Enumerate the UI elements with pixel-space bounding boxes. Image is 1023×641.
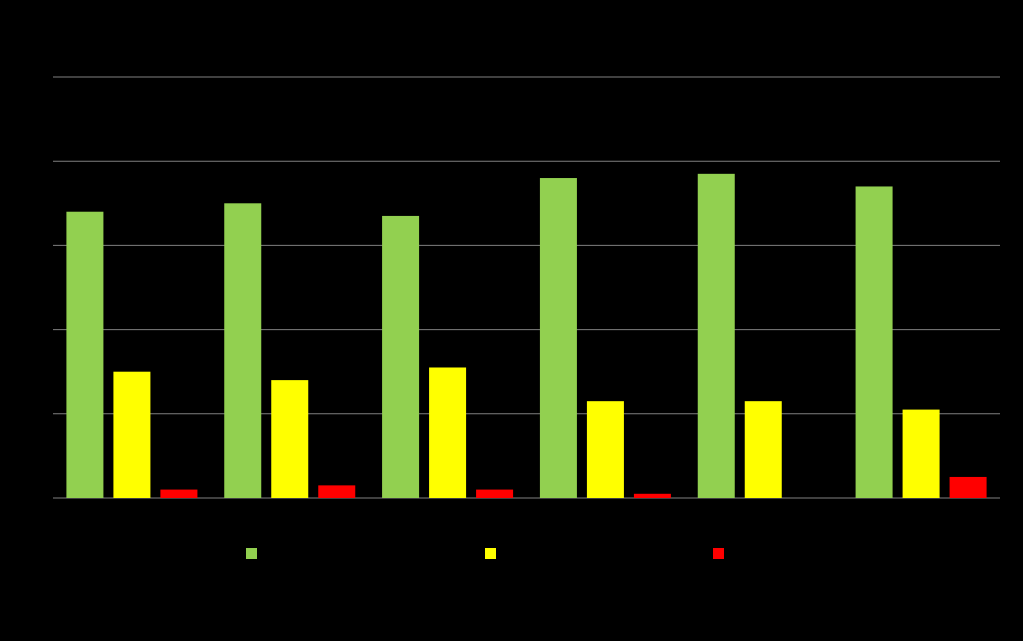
bar bbox=[66, 211, 104, 498]
bar bbox=[539, 178, 577, 499]
y-tick-label: 40 bbox=[32, 322, 46, 336]
bar bbox=[224, 203, 262, 499]
bar bbox=[855, 186, 893, 498]
bar bbox=[476, 489, 514, 498]
bar bbox=[429, 367, 467, 498]
bar bbox=[902, 409, 940, 498]
bar bbox=[382, 215, 420, 498]
bar bbox=[949, 476, 987, 498]
legend-swatch bbox=[246, 548, 257, 559]
bar bbox=[318, 485, 356, 498]
bar bbox=[744, 401, 782, 498]
y-tick-label: 60 bbox=[32, 238, 46, 252]
bar bbox=[160, 489, 198, 498]
y-tick-label: 20 bbox=[32, 406, 46, 420]
y-tick-label: 0 bbox=[38, 490, 45, 504]
bar bbox=[271, 380, 309, 498]
y-tick-label: 80 bbox=[32, 153, 46, 167]
bar bbox=[113, 371, 151, 498]
bar bbox=[633, 493, 671, 498]
y-tick-label: 100 bbox=[25, 69, 45, 83]
bar bbox=[586, 401, 624, 498]
bar bbox=[697, 173, 735, 498]
legend-swatch bbox=[713, 548, 724, 559]
legend-swatch bbox=[485, 548, 496, 559]
